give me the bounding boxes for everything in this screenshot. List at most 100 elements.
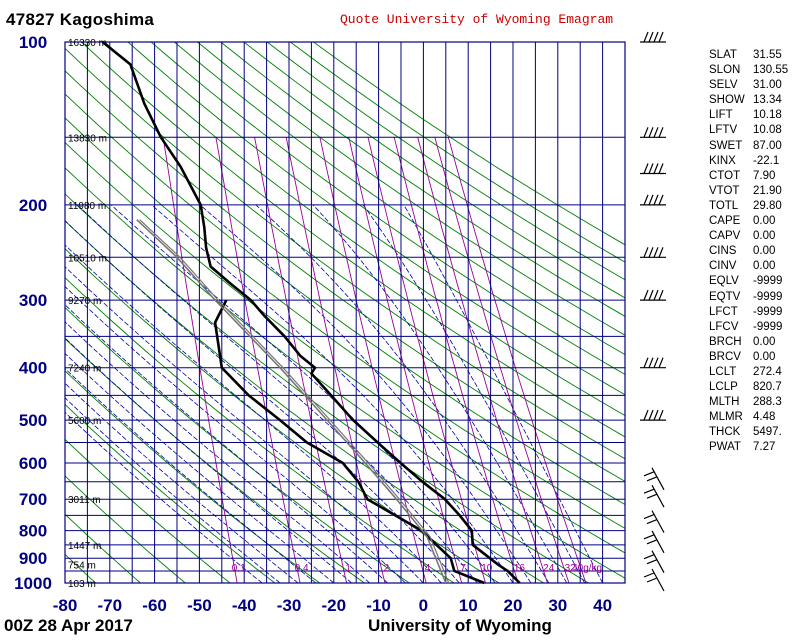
mixing-ratio-line [285, 137, 386, 583]
stat-row: CAPV 0.00 [709, 230, 788, 245]
parcel-virtual-line [139, 219, 450, 584]
stat-row: CAPE 0.00 [709, 215, 788, 230]
moist-adiabat-line [199, 204, 532, 583]
stat-row: CINS 0.00 [709, 245, 788, 260]
mixing-ratio-label: 4 [425, 563, 431, 574]
dry-adiabat-line [174, 42, 625, 356]
stat-key: LCLP [709, 381, 738, 394]
temperature-tick-label: 10 [459, 596, 478, 615]
dry-adiabat-line [150, 42, 625, 375]
moist-adiabat-line [65, 367, 317, 583]
stat-row: LFTV 10.08 [709, 124, 788, 139]
temperature-tick-label: -30 [277, 596, 302, 615]
stat-value: -22.1 [753, 154, 780, 167]
barb-icon [640, 247, 666, 258]
height-label: 16330 m [68, 38, 107, 49]
stat-value: 5497. [753, 426, 782, 439]
stat-row: LFCV -9999 [709, 321, 788, 336]
stat-value: -9999 [753, 320, 783, 333]
stat-value: 272.4 [753, 365, 782, 378]
mixing-ratio-label: 0.4 [295, 563, 309, 574]
temperature-tick-label: 0 [419, 596, 428, 615]
stat-value: 0.00 [753, 350, 776, 363]
moist-adiabat-line [65, 382, 299, 583]
stat-key: EQTV [709, 290, 741, 303]
mixing-ratio-line [434, 137, 570, 583]
mixing-ratio-label: 0.1 [232, 563, 246, 574]
stat-value: 288.3 [753, 396, 782, 409]
stat-value: 820.7 [753, 381, 782, 394]
stat-key: EQLV [709, 275, 739, 288]
height-label: 754 m [68, 561, 96, 572]
stat-key: BRCV [709, 350, 741, 363]
temperature-tick-label: -40 [232, 596, 257, 615]
pressure-tick-label: 400 [19, 359, 47, 378]
height-label: 10510 m [68, 253, 107, 264]
height-label: 5600 m [68, 416, 101, 427]
stat-row: SLAT 31.55 [709, 49, 788, 64]
stat-value: 4.48 [753, 411, 776, 424]
stat-key: LFCT [709, 305, 738, 318]
pressure-tick-label: 500 [19, 411, 47, 430]
stat-value: 0.00 [753, 230, 776, 243]
stat-value: -9999 [753, 275, 783, 288]
temperature-tick-label: 20 [504, 596, 523, 615]
stat-key: KINX [709, 154, 736, 167]
pressure-tick-label: 600 [19, 454, 47, 473]
temperature-line [101, 40, 521, 584]
height-label: 3011 m [68, 495, 101, 506]
height-label: 1447 m [68, 541, 101, 552]
stat-row: MLTH 288.3 [709, 396, 788, 411]
moist-adiabat-line [77, 204, 478, 583]
stat-row: BRCH 0.00 [709, 336, 788, 351]
stat-row: LIFT 10.18 [709, 109, 788, 124]
stat-value: 0.00 [753, 335, 776, 348]
sounding-date: 00Z 28 Apr 2017 [4, 616, 133, 635]
moist-adiabat-line [255, 204, 550, 583]
pressure-tick-label: 700 [19, 490, 47, 509]
moist-adiabat-line [151, 204, 514, 583]
stat-key: CTOT [709, 169, 741, 182]
temperature-tick-label: -80 [53, 596, 78, 615]
mixing-ratio-line [348, 137, 463, 583]
institution-name: University of Wyoming [368, 616, 552, 635]
dry-adiabat-line [127, 42, 625, 396]
temperature-tick-label: 30 [548, 596, 567, 615]
mixing-ratio-label: 1 [345, 563, 351, 574]
stat-row: BRCV 0.00 [709, 351, 788, 366]
moist-adiabat-line [65, 321, 370, 583]
stat-row: TOTL 29.80 [709, 200, 788, 215]
stat-key: CINS [709, 245, 737, 258]
mixing-ratio-label: 16 [514, 563, 526, 574]
stability-indices: SLAT 31.55 SLON 130.55 SELV 31.00 SHOW 13.34 LIF… [709, 49, 788, 457]
stat-row: MLMR 4.48 [709, 411, 788, 426]
dry-adiabat-line [65, 93, 625, 506]
barb-icon [640, 31, 666, 43]
barb-icon [640, 194, 666, 206]
mixing-ratio-label: 10 [481, 563, 493, 574]
stat-row: PWAT 7.27 [709, 441, 788, 456]
pressure-tick-label: 800 [19, 522, 47, 541]
stat-key: SWET [709, 139, 743, 152]
source-title: Quote University of Wyoming Emagram [340, 12, 614, 27]
mixing-ratio-line [447, 137, 587, 583]
stat-row: KINX -22.1 [709, 155, 788, 170]
barb-icon [640, 409, 666, 421]
stat-key: PWAT [709, 441, 741, 454]
barb-icon [643, 467, 665, 491]
stat-value: 29.80 [753, 199, 782, 212]
temperature-tick-label: -70 [98, 596, 123, 615]
moist-adiabat-line [65, 411, 263, 583]
temperature-tick-label: -50 [187, 596, 212, 615]
stat-row: SELV 31.00 [709, 79, 788, 94]
mixing-ratio-line [417, 137, 548, 583]
stat-value: -9999 [753, 305, 783, 318]
dry-adiabat-line [0, 42, 6, 583]
temperature-tick-label: 40 [593, 596, 612, 615]
temperature-tick-label: -60 [142, 596, 167, 615]
stat-row: THCK 5497. [709, 426, 788, 441]
stat-value: 7.27 [753, 441, 776, 454]
stat-value: 13.34 [753, 94, 782, 107]
stat-value: 0.00 [753, 245, 776, 258]
height-label: 7240 m [68, 364, 101, 375]
